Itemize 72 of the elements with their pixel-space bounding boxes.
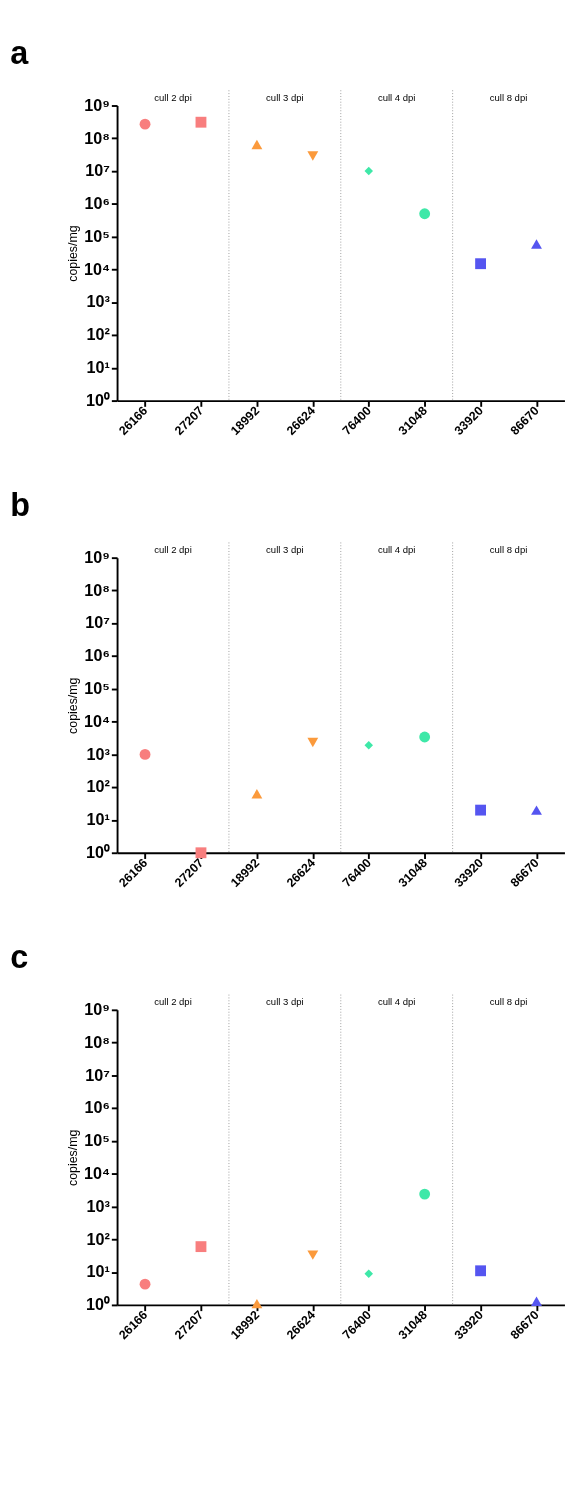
y-tick-label: 10² <box>86 1229 111 1248</box>
chart-title: a <box>10 35 30 72</box>
y-axis-title: copies/mg <box>66 677 81 734</box>
y-axis-title: copies/mg <box>66 1129 81 1187</box>
y-tick-label: 10⁰ <box>85 843 110 862</box>
point <box>364 166 373 176</box>
point <box>307 151 319 161</box>
y-tick-label: 10⁸ <box>84 580 110 599</box>
y-tick-label: 10⁰ <box>85 1295 110 1314</box>
y-tick-label: 10¹ <box>86 1262 110 1281</box>
text: cull 2 dpi <box>154 543 192 555</box>
point <box>475 258 487 270</box>
y-tick-label: 10² <box>86 325 111 344</box>
y-tick-label: 10⁷ <box>85 1065 110 1084</box>
text: cull 2 dpi <box>154 996 192 1008</box>
y-tick-label: 10⁷ <box>85 613 110 632</box>
text: cull 3 dpi <box>266 91 304 103</box>
y-tick-label: 10² <box>86 777 111 796</box>
point <box>307 1250 319 1260</box>
text: cull 4 dpi <box>377 543 416 555</box>
y-tick-label: 10⁵ <box>84 679 110 698</box>
point <box>139 749 151 760</box>
point <box>251 139 263 150</box>
point <box>531 1296 542 1306</box>
point <box>475 1265 487 1277</box>
y-tick-label: 10⁹ <box>84 1000 110 1019</box>
y-tick-label: 10⁶ <box>84 1098 110 1117</box>
text: cull 4 dpi <box>377 91 416 103</box>
point <box>419 208 431 220</box>
point <box>531 239 542 249</box>
y-tick-label: 10⁵ <box>84 226 110 245</box>
point <box>195 847 207 859</box>
point <box>251 1298 263 1309</box>
point <box>419 1188 431 1200</box>
y-tick-label: 10⁸ <box>84 1032 110 1051</box>
point <box>475 804 487 816</box>
y-tick-label: 10⁷ <box>85 161 110 180</box>
y-tick-label: 10³ <box>86 292 111 311</box>
point <box>531 805 542 815</box>
point <box>364 1269 373 1278</box>
text: cull 8 dpi <box>489 91 528 103</box>
y-tick-label: 10⁴ <box>83 259 110 278</box>
y-tick-label: 10⁶ <box>84 646 110 665</box>
y-tick-label: 10⁸ <box>84 128 110 147</box>
y-tick-label: 10³ <box>86 744 111 763</box>
y-tick-label: 10¹ <box>86 810 110 829</box>
point <box>195 116 207 128</box>
text: cull 3 dpi <box>266 996 304 1008</box>
point <box>139 118 151 130</box>
chart-title: c <box>10 939 29 976</box>
point <box>139 1278 151 1290</box>
point <box>251 789 263 799</box>
y-tick-label: 10⁴ <box>83 711 110 730</box>
y-tick-label: 10⁶ <box>84 194 110 213</box>
text: cull 8 dpi <box>489 996 528 1008</box>
chart-title: b <box>10 487 30 524</box>
y-tick-label: 10⁹ <box>84 547 110 566</box>
text: cull 3 dpi <box>266 543 304 555</box>
y-tick-label: 10⁵ <box>84 1131 110 1150</box>
y-tick-label: 10⁰ <box>85 390 110 409</box>
text: cull 4 dpi <box>377 996 416 1008</box>
point <box>419 731 431 743</box>
point <box>307 737 319 748</box>
y-tick-label: 10⁴ <box>83 1164 110 1183</box>
point <box>364 741 373 750</box>
y-tick-label: 10³ <box>86 1196 111 1215</box>
y-axis-title: copies/mg <box>66 225 81 282</box>
text: cull 8 dpi <box>489 543 528 555</box>
y-tick-label: 10⁹ <box>84 95 110 114</box>
text: cull 2 dpi <box>154 91 192 103</box>
point <box>195 1241 207 1253</box>
y-tick-label: 10¹ <box>86 358 110 377</box>
